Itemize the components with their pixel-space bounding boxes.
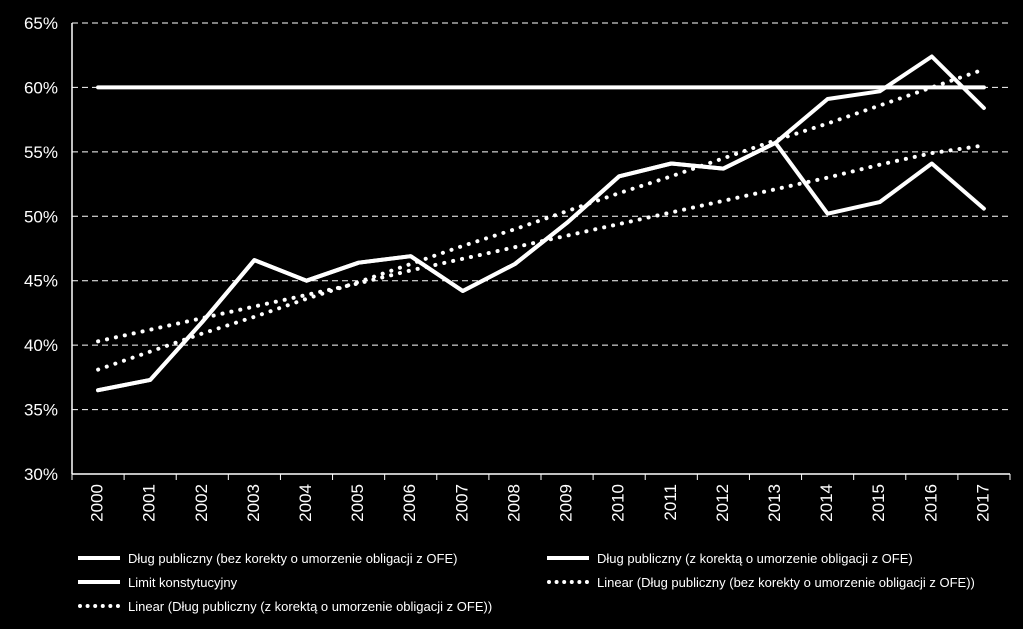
legend-item-series-4: Linear (Dług publiczny (z korektą o umor… (78, 596, 492, 616)
legend: Dług publiczny (bez korekty o umorzenie … (0, 540, 1023, 629)
y-tick-label: 45% (24, 272, 58, 291)
x-tick-label: 2016 (921, 484, 940, 522)
legend-item-series-3: Linear (Dług publiczny (bez korekty o um… (547, 572, 975, 592)
x-tick-label: 2006 (400, 484, 419, 522)
x-tick-label: 2017 (973, 484, 992, 522)
legend-item-series-0: Dług publiczny (bez korekty o umorzenie … (78, 548, 457, 568)
x-axis-ticks: 2000 2001 2002 2003 2004 2005 2006 2007 2008 2009… (88, 484, 993, 522)
x-tick-label: 2009 (557, 484, 576, 522)
legend-swatch-solid (547, 556, 589, 560)
y-tick-label: 50% (24, 207, 58, 226)
legend-label: Linear (Dług publiczny (bez korekty o um… (597, 574, 975, 590)
y-tick-label: 65% (24, 14, 58, 33)
legend-swatch-dotted (78, 604, 120, 608)
legend-item-series-2: Limit konstytucyjny (78, 572, 237, 592)
x-tick-label: 2013 (765, 484, 784, 522)
y-tick-label: 40% (24, 336, 58, 355)
x-tick-label: 2000 (88, 484, 107, 522)
legend-swatch-solid (78, 556, 120, 560)
legend-label: Limit konstytucyjny (128, 574, 238, 590)
series-line-0 (96, 54, 986, 393)
y-axis-ticks: 30% 35% 40% 45% 50% 55% 60% 65% (24, 14, 58, 484)
series-lines (96, 54, 986, 393)
x-tick-label: 2015 (869, 484, 888, 522)
series-line-3 (96, 67, 986, 372)
x-tick-label: 2011 (661, 484, 680, 521)
series-line-1 (96, 140, 986, 393)
x-tick-label: 2003 (244, 484, 263, 522)
x-tick-label: 2005 (348, 484, 367, 522)
x-tick-label: 2001 (140, 484, 159, 522)
legend-label: Dług publiczny (bez korekty o umorzenie … (128, 550, 458, 566)
x-tick-label: 2002 (192, 484, 211, 522)
legend-item-series-1: Dług publiczny (z korektą o umorzenie ob… (547, 548, 913, 568)
y-tick-label: 60% (24, 78, 58, 97)
line-chart: 30%35%40%45%50%55%60%65% 2000 2001 2002 200… (24, 14, 1011, 522)
legend-swatch-solid (78, 580, 120, 584)
legend-label: Dług publiczny (z korektą o umorzenie ob… (597, 550, 913, 566)
y-tick-label: 35% (24, 401, 58, 420)
gridlines (71, 22, 1011, 480)
x-tick-label: 2012 (713, 484, 732, 522)
y-tick-label: 55% (24, 143, 58, 162)
x-tick-label: 2010 (609, 484, 628, 522)
y-tick-label: 30% (24, 465, 58, 484)
x-tick-label: 2007 (452, 484, 471, 522)
legend-label: Linear (Dług publiczny (z korektą o umor… (128, 598, 493, 614)
legend-swatch-dotted (547, 580, 589, 584)
x-tick-label: 2014 (817, 484, 836, 522)
x-tick-label: 2008 (504, 484, 523, 522)
x-tick-label: 2004 (296, 484, 315, 522)
